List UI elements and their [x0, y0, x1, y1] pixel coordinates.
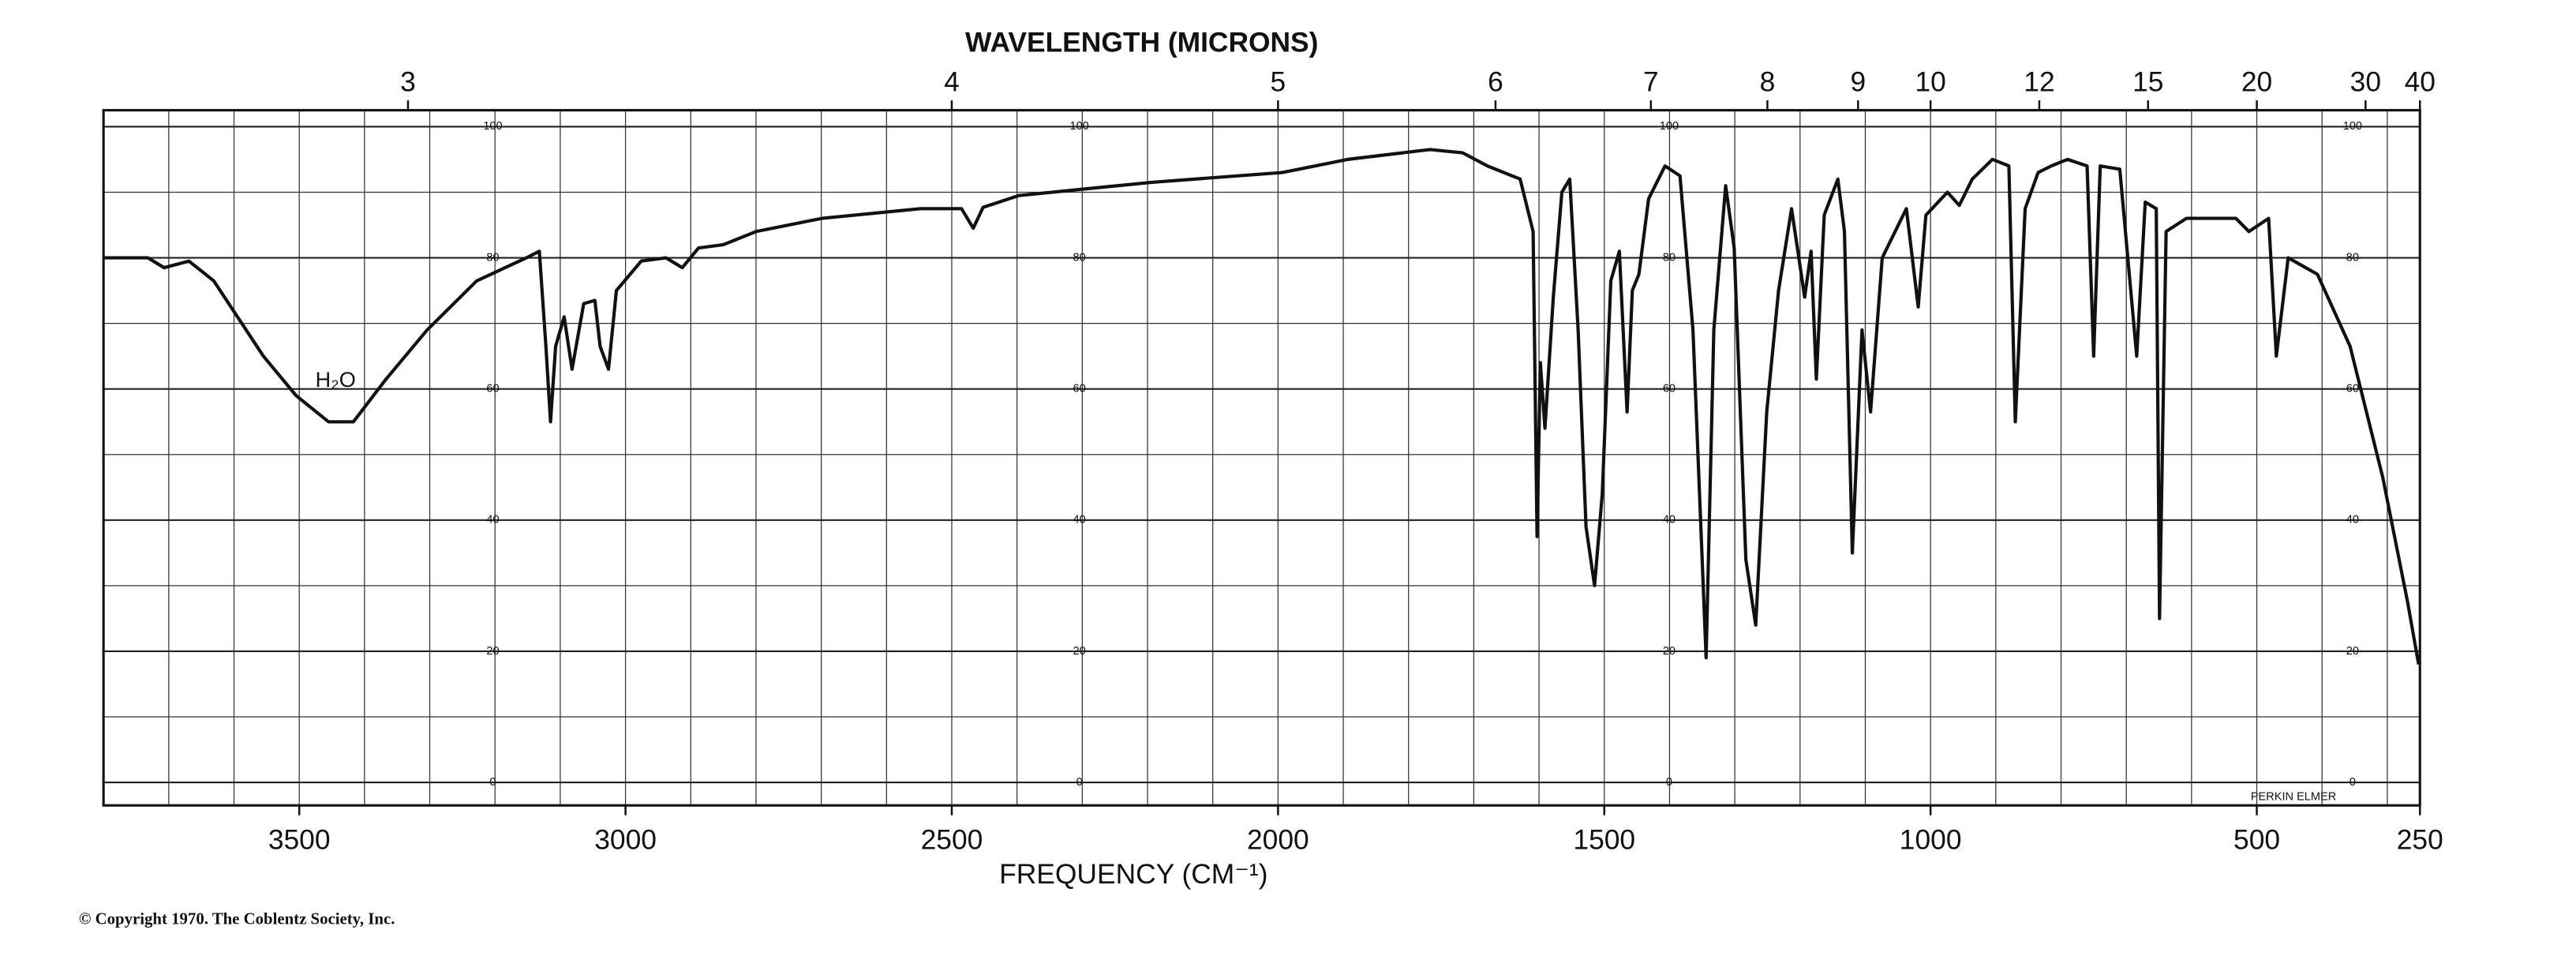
x2-tick-label: 6 [1488, 67, 1503, 98]
y-tick-label: 80 [1073, 251, 1086, 264]
x2-tick-label: 12 [2024, 67, 2054, 98]
y-tick-label: 20 [1073, 645, 1086, 658]
y-tick-label: 100 [2343, 120, 2362, 133]
y-tick-label: 80 [1663, 251, 1676, 264]
x-tick-label: 500 [2233, 824, 2280, 855]
y-tick-label: 100 [1069, 120, 1088, 133]
x2-tick-label: 15 [2132, 67, 2163, 98]
y-tick-label: 0 [1076, 776, 1083, 789]
x2-tick-label: 8 [1760, 67, 1776, 98]
annotation: H₂O [316, 368, 356, 392]
y-tick-label: 0 [1666, 776, 1672, 789]
x2-tick-label: 40 [2405, 67, 2436, 98]
y-tick-label: 100 [1660, 120, 1679, 133]
y-tick-label: 80 [2346, 251, 2359, 264]
y-tick-label: 60 [1663, 383, 1676, 396]
x2-tick-label: 3 [400, 67, 416, 98]
y-tick-label: 0 [2349, 776, 2356, 789]
x2-tick-label: 4 [944, 67, 960, 98]
x-tick-label: 250 [2397, 824, 2443, 855]
x-tick-label: 1000 [1900, 824, 1962, 855]
y-tick-label: 40 [486, 514, 499, 527]
y-tick-label: 60 [1073, 383, 1086, 396]
y-tick-label: 20 [1663, 645, 1676, 658]
chart-title: WAVELENGTH (MICRONS) [965, 28, 1318, 58]
y-tick-label: 40 [1073, 514, 1086, 527]
x2-tick-label: 9 [1850, 67, 1866, 98]
x-tick-label: 2500 [921, 824, 983, 855]
y-tick-label: 0 [489, 776, 496, 789]
x-tick-label: 3000 [594, 824, 657, 855]
y-tick-label: 20 [486, 645, 499, 658]
y-tick-label: 60 [486, 383, 499, 396]
x-tick-label: 2000 [1247, 824, 1309, 855]
x2-tick-label: 30 [2350, 67, 2381, 98]
x2-tick-label: 10 [1915, 67, 1945, 98]
y-tick-label: 80 [486, 251, 499, 264]
y-tick-label: 100 [483, 120, 502, 133]
y-tick-label: 40 [2346, 514, 2359, 527]
x-tick-label: 1500 [1573, 824, 1635, 855]
x2-tick-label: 7 [1643, 67, 1659, 98]
plot-frame [102, 109, 2421, 807]
x2-tick-label: 5 [1271, 67, 1286, 98]
x-tick-label: 3500 [268, 824, 331, 855]
copyright: © Copyright 1970. The Coblentz Society, … [79, 909, 395, 928]
spectrum-line [103, 148, 2421, 665]
y-tick-label: 60 [2346, 383, 2359, 396]
instrument-label: PERKIN ELMER [2251, 791, 2336, 804]
y-tick-label: 20 [2346, 645, 2359, 658]
y-tick-label: 40 [1663, 514, 1676, 527]
x2-tick-label: 20 [2241, 67, 2272, 98]
x-axis-label: FREQUENCY (CM⁻¹) [999, 859, 1267, 890]
